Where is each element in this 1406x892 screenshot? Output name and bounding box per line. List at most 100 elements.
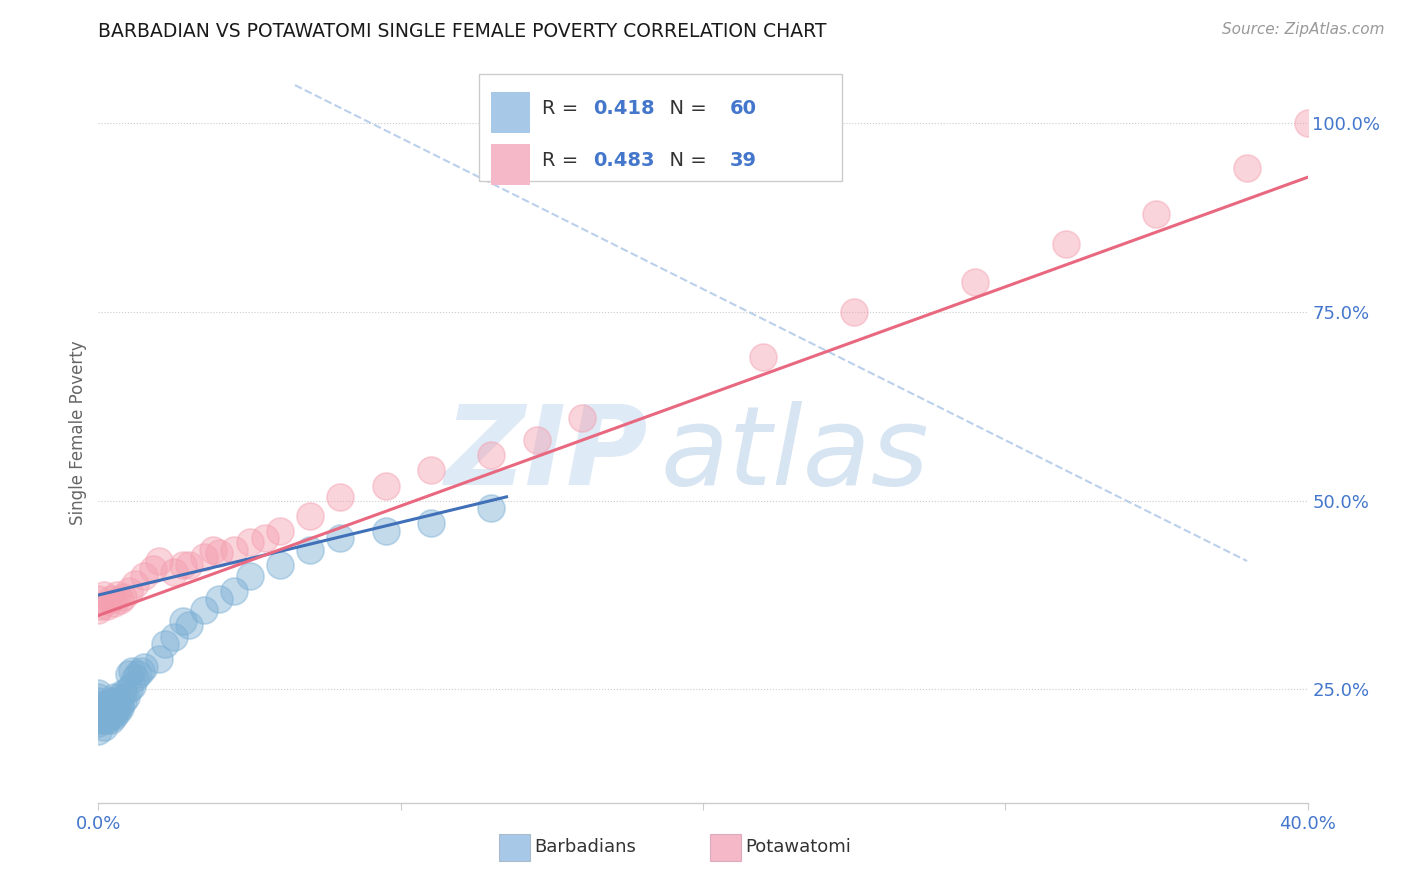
Point [420, 516, 443, 531]
Text: R =: R = [543, 99, 585, 119]
Point [108, 690, 131, 704]
Point [111, 694, 134, 708]
Text: R =: R = [543, 152, 585, 170]
FancyBboxPatch shape [492, 92, 530, 133]
Point [100, 709, 122, 723]
Point [100, 591, 122, 606]
Point [253, 532, 276, 546]
Point [1054, 236, 1077, 251]
Point [571, 410, 593, 425]
Point [239, 569, 262, 583]
Point [93, 720, 115, 734]
Point [118, 584, 141, 599]
Point [108, 593, 131, 607]
Point [96, 599, 118, 614]
Point [129, 664, 152, 678]
Point [87, 698, 110, 712]
Point [127, 667, 149, 681]
Point [87, 716, 110, 731]
Point [111, 591, 134, 605]
Point [87, 724, 110, 739]
Point [100, 705, 122, 719]
FancyBboxPatch shape [492, 144, 530, 185]
Point [526, 433, 548, 447]
Point [193, 603, 215, 617]
Point [965, 275, 987, 289]
Point [224, 542, 246, 557]
Point [105, 701, 128, 715]
Text: 39: 39 [730, 152, 756, 170]
Point [87, 690, 110, 704]
Point [118, 682, 141, 697]
Point [208, 591, 231, 606]
Point [118, 667, 141, 681]
Text: ZIP: ZIP [446, 401, 648, 508]
Point [481, 501, 503, 516]
Text: Barbadians: Barbadians [534, 838, 636, 856]
Point [105, 694, 128, 708]
Point [121, 664, 143, 678]
Point [93, 709, 115, 723]
Point [202, 542, 225, 557]
Point [132, 660, 155, 674]
Point [148, 652, 170, 666]
Point [93, 588, 115, 602]
Point [374, 478, 396, 492]
Point [142, 561, 165, 575]
Point [103, 690, 125, 704]
Point [103, 596, 125, 610]
Point [269, 524, 291, 538]
Point [103, 698, 125, 712]
Point [87, 686, 110, 700]
Point [100, 694, 122, 708]
Text: 0.483: 0.483 [593, 152, 654, 170]
Point [87, 705, 110, 719]
Point [208, 547, 231, 561]
Point [100, 713, 122, 727]
Point [179, 558, 201, 572]
Point [299, 542, 322, 557]
FancyBboxPatch shape [479, 73, 842, 181]
Point [111, 686, 134, 700]
Point [1144, 206, 1167, 220]
Point [844, 304, 866, 318]
Text: atlas: atlas [661, 401, 929, 508]
Point [108, 701, 131, 715]
Text: 60: 60 [730, 99, 756, 119]
Point [172, 558, 194, 572]
Point [124, 671, 146, 685]
Point [329, 532, 352, 546]
Point [752, 350, 775, 364]
Point [103, 709, 125, 723]
Text: Potawatomi: Potawatomi [745, 838, 851, 856]
Point [299, 508, 322, 523]
Point [96, 713, 118, 727]
Point [87, 591, 110, 606]
Point [172, 615, 194, 629]
Point [96, 709, 118, 723]
Point [87, 701, 110, 715]
Point [481, 448, 503, 462]
Point [374, 524, 396, 538]
Y-axis label: Single Female Poverty: Single Female Poverty [69, 341, 87, 524]
Text: N =: N = [657, 99, 713, 119]
Point [179, 618, 201, 632]
Point [163, 566, 186, 580]
Point [108, 698, 131, 712]
Point [96, 698, 118, 712]
Point [87, 709, 110, 723]
Point [132, 569, 155, 583]
Point [1236, 161, 1258, 176]
Point [163, 630, 186, 644]
Point [193, 550, 215, 565]
Point [124, 576, 146, 591]
Point [239, 535, 262, 549]
Point [153, 637, 176, 651]
Point [93, 713, 115, 727]
Point [420, 463, 443, 477]
Text: BARBADIAN VS POTAWATOMI SINGLE FEMALE POVERTY CORRELATION CHART: BARBADIAN VS POTAWATOMI SINGLE FEMALE PO… [98, 22, 827, 41]
Point [1296, 116, 1319, 130]
Point [105, 588, 128, 602]
Text: Source: ZipAtlas.com: Source: ZipAtlas.com [1222, 22, 1385, 37]
Point [121, 679, 143, 693]
